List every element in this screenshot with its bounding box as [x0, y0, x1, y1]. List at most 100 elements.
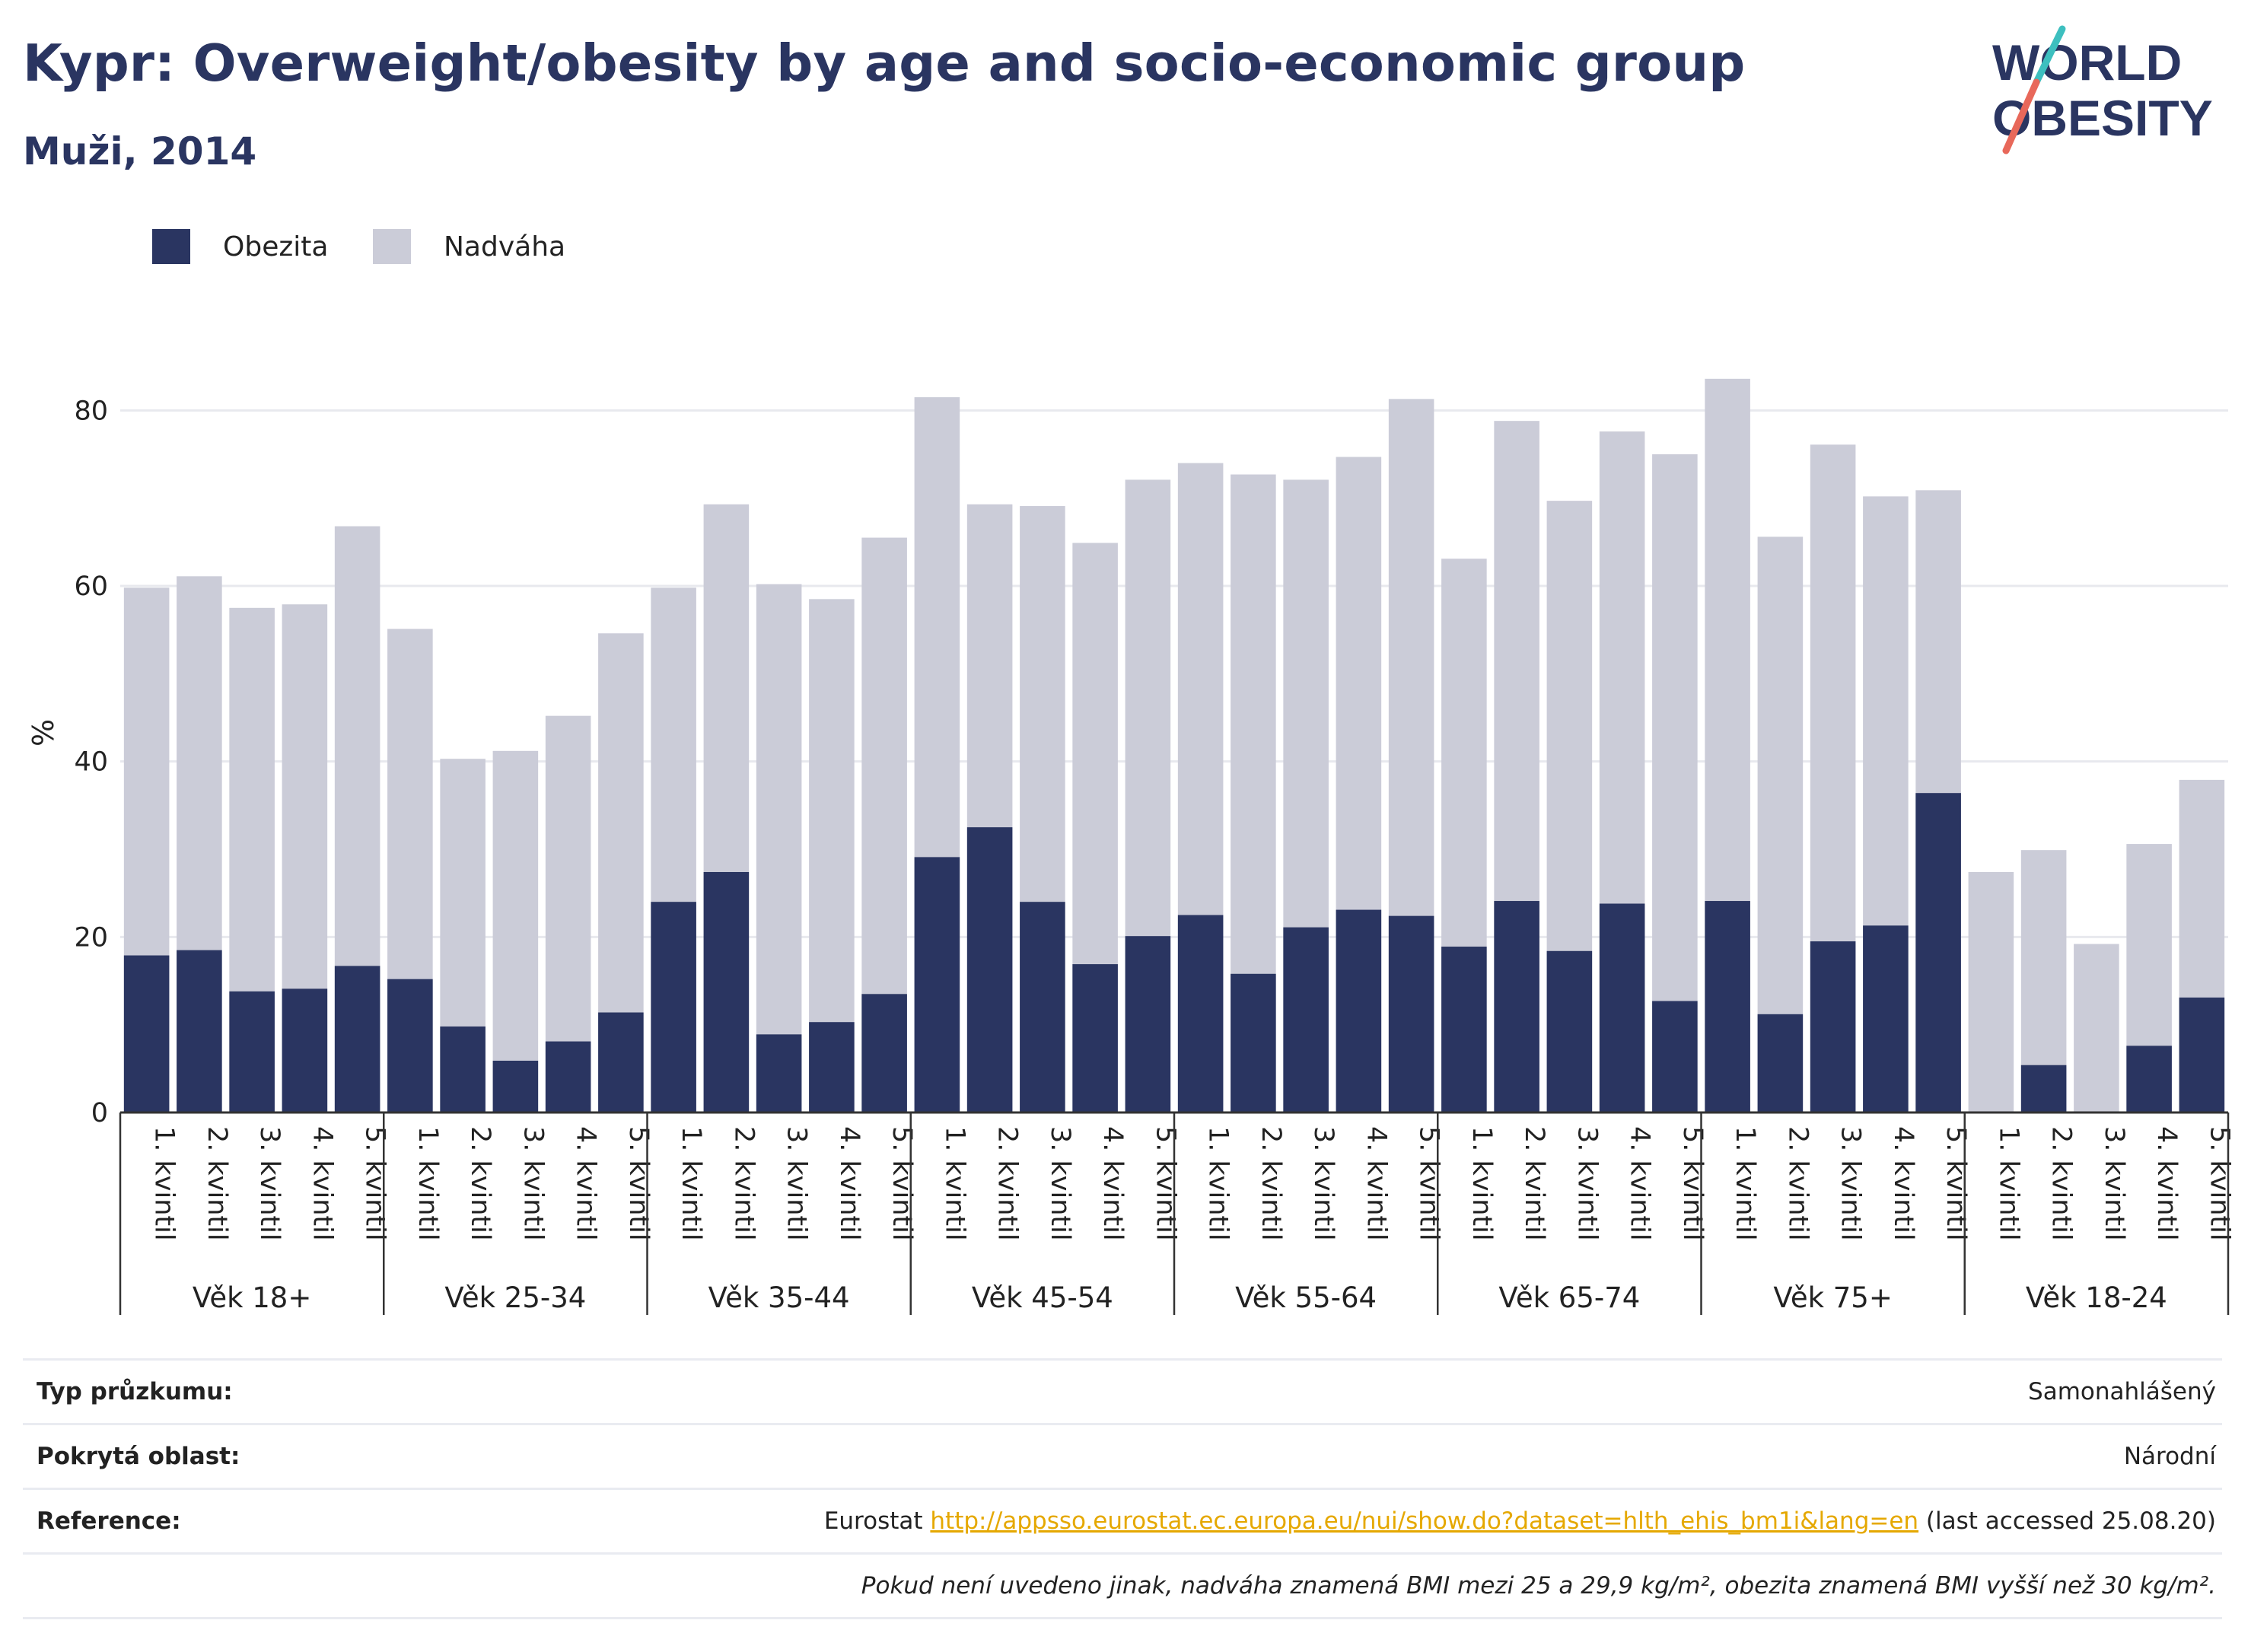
obesity-bar: [1757, 1014, 1804, 1112]
logo-slash-red: [2002, 78, 2040, 154]
x-tick-label: 3. kvintil: [1045, 1126, 1075, 1241]
x-tick-label: 2. kvintil: [728, 1126, 759, 1241]
obesity-bar: [2179, 997, 2225, 1112]
overweight-bar: [1968, 871, 2014, 1112]
info-row-reference: Reference: Eurostat http://appsso.eurost…: [23, 1488, 2222, 1552]
x-tick-label: 3. kvintil: [782, 1126, 812, 1241]
obesity-bar: [282, 988, 328, 1112]
group-label: Věk 35-44: [708, 1281, 850, 1314]
reference-suffix: (last accessed 25.08.20): [1918, 1507, 2216, 1535]
obesity-bar: [914, 857, 960, 1112]
legend-label-overweight: Nadváha: [444, 231, 566, 263]
obesity-bar: [598, 1012, 644, 1112]
obesity-bar: [809, 1022, 855, 1112]
y-tick-label: 60: [74, 571, 108, 602]
x-tick-label: 4. kvintil: [1888, 1126, 1918, 1241]
world-obesity-logo: WORLD OBESITY: [1992, 25, 2213, 154]
definition-note: Pokud není uvedeno jinak, nadváha znamen…: [861, 1572, 2216, 1599]
x-tick-label: 1. kvintil: [1730, 1126, 1760, 1241]
obesity-bar: [1072, 964, 1118, 1112]
obesity-bar: [1652, 1001, 1698, 1112]
x-tick-label: 4. kvintil: [1097, 1126, 1128, 1241]
x-tick-label: 3. kvintil: [1836, 1126, 1866, 1241]
reference-link[interactable]: http://appsso.eurostat.ec.europa.eu/nui/…: [930, 1507, 1919, 1535]
x-tick-label: 4. kvintil: [1625, 1126, 1655, 1241]
overweight-bar: [492, 750, 539, 1112]
y-tick-label: 0: [91, 1098, 108, 1128]
x-tick-label: 3. kvintil: [517, 1126, 548, 1241]
x-tick-label: 2. kvintil: [1519, 1126, 1549, 1241]
group-label: Věk 18+: [193, 1281, 311, 1314]
info-row-survey: Typ průzkumu: Samonahlášený: [23, 1358, 2222, 1423]
group-label: Věk 65-74: [1498, 1281, 1640, 1314]
obesity-bar: [1336, 909, 1382, 1112]
overweight-bar: [756, 584, 802, 1112]
obesity-bar: [440, 1026, 486, 1112]
info-table: Typ průzkumu: Samonahlášený Pokrytá obla…: [23, 1358, 2222, 1619]
x-tick-label: 2. kvintil: [1256, 1126, 1286, 1241]
obesity-bar: [651, 902, 696, 1112]
x-tick-label: 3. kvintil: [254, 1126, 285, 1241]
obesity-bar: [756, 1034, 802, 1112]
legend-swatch-overweight: [373, 229, 411, 264]
obesity-bar: [387, 979, 433, 1112]
x-tick-label: 2. kvintil: [2046, 1126, 2077, 1241]
logo-slash-teal: [2033, 25, 2066, 86]
group-label: Věk 55-64: [1235, 1281, 1377, 1314]
x-tick-label: 1. kvintil: [1203, 1126, 1234, 1241]
y-tick-label: 40: [74, 747, 108, 778]
area-value: Národní: [2123, 1443, 2216, 1470]
legend-item-obesity: Obezita: [152, 225, 328, 268]
overweight-bar: [2074, 944, 2119, 1112]
x-tick-label: 5. kvintil: [2204, 1126, 2234, 1241]
logo-word-world: WORLD: [1992, 34, 2182, 91]
x-tick-label: 5. kvintil: [887, 1126, 917, 1241]
obesity-bar: [1125, 936, 1171, 1112]
obesity-bar: [1546, 950, 1593, 1112]
x-tick-label: 4. kvintil: [834, 1126, 864, 1241]
obesity-bar: [2020, 1065, 2067, 1112]
x-tick-label: 4. kvintil: [571, 1126, 601, 1241]
obesity-bar: [1231, 973, 1276, 1112]
survey-type-label: Typ průzkumu:: [37, 1378, 233, 1405]
obesity-bar: [1863, 925, 1909, 1112]
group-label: Věk 75+: [1773, 1281, 1892, 1314]
obesity-bar: [1705, 901, 1750, 1112]
x-tick-label: 4. kvintil: [1361, 1126, 1391, 1241]
legend-item-overweight: Nadváha: [373, 225, 565, 268]
legend-swatch-obesity: [152, 229, 190, 264]
obesity-bar: [1441, 947, 1487, 1112]
x-tick-label: 5. kvintil: [1677, 1126, 1708, 1241]
x-tick-label: 2. kvintil: [202, 1126, 232, 1241]
obesity-bar: [1599, 903, 1645, 1112]
obesity-bar: [861, 994, 907, 1112]
obesity-bar: [492, 1060, 539, 1112]
x-tick-label: 1. kvintil: [1466, 1126, 1497, 1241]
obesity-bar: [1494, 901, 1539, 1112]
x-tick-label: 1. kvintil: [676, 1126, 706, 1241]
x-tick-label: 4. kvintil: [2151, 1126, 2182, 1241]
info-row-note: Pokud není uvedeno jinak, nadváha znamen…: [23, 1552, 2222, 1619]
survey-type-value: Samonahlášený: [2028, 1378, 2216, 1405]
info-row-area: Pokrytá oblast: Národní: [23, 1423, 2222, 1488]
obesity-bar: [966, 827, 1013, 1112]
obesity-bar: [1915, 793, 1961, 1112]
obesity-bar: [1177, 915, 1224, 1112]
x-tick-label: 3. kvintil: [1571, 1126, 1602, 1241]
group-label: Věk 18-24: [2026, 1281, 2167, 1314]
page-subtitle: Muži, 2014: [23, 129, 257, 173]
x-tick-label: 3. kvintil: [1308, 1126, 1339, 1241]
x-tick-label: 5. kvintil: [623, 1126, 654, 1241]
page-title: Kypr: Overweight/obesity by age and soci…: [23, 33, 1746, 93]
y-axis-label: %: [27, 719, 60, 746]
x-tick-label: 2. kvintil: [992, 1126, 1023, 1241]
legend-label-obesity: Obezita: [223, 231, 329, 263]
reference-prefix: Eurostat: [823, 1507, 931, 1535]
obesity-bar: [1283, 927, 1329, 1112]
x-tick-label: 3. kvintil: [2099, 1126, 2129, 1241]
obesity-bar: [2126, 1046, 2172, 1112]
x-tick-label: 5. kvintil: [360, 1126, 390, 1241]
obesity-bar: [703, 871, 750, 1112]
x-tick-label: 1. kvintil: [1993, 1126, 2023, 1241]
group-label: Věk 45-54: [972, 1281, 1113, 1314]
